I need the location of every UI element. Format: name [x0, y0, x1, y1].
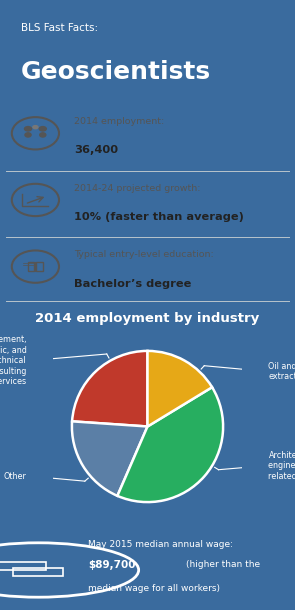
Circle shape [39, 126, 47, 132]
Wedge shape [72, 351, 148, 426]
Text: 10% (faster than average): 10% (faster than average) [74, 212, 244, 222]
Ellipse shape [39, 132, 47, 138]
Text: 2014 employment:: 2014 employment: [74, 117, 164, 126]
Text: May 2015 median annual wage:: May 2015 median annual wage: [88, 540, 234, 548]
Bar [13, 567, 63, 576]
Circle shape [32, 125, 39, 129]
Wedge shape [148, 351, 212, 426]
Bar [0, 562, 46, 570]
Text: (higher than the: (higher than the [186, 561, 260, 569]
Text: $89,700: $89,700 [88, 561, 136, 570]
Text: Management,
scientific, and
technical
consulting
services: Management, scientific, and technical co… [0, 336, 27, 386]
Ellipse shape [24, 132, 32, 138]
Text: median wage for all workers): median wage for all workers) [88, 584, 220, 594]
Text: 2014-24 projected growth:: 2014-24 projected growth: [74, 184, 200, 193]
Bar [28, 262, 35, 271]
Text: 2014 employment by industry: 2014 employment by industry [35, 312, 260, 325]
Text: Architectural,
engineering, and
related services: Architectural, engineering, and related … [268, 451, 295, 481]
Wedge shape [117, 387, 223, 502]
Text: BLS Fast Facts:: BLS Fast Facts: [21, 23, 98, 33]
Text: Bachelor’s degree: Bachelor’s degree [74, 279, 191, 289]
Bar [36, 262, 43, 271]
Circle shape [24, 126, 32, 132]
Text: Geoscientists: Geoscientists [21, 60, 211, 84]
Text: Other: Other [4, 472, 27, 481]
Text: Typical entry-level education:: Typical entry-level education: [74, 251, 214, 259]
Text: Oil and gas
extraction: Oil and gas extraction [268, 362, 295, 381]
Text: 36,400: 36,400 [74, 145, 118, 156]
Wedge shape [72, 422, 148, 496]
